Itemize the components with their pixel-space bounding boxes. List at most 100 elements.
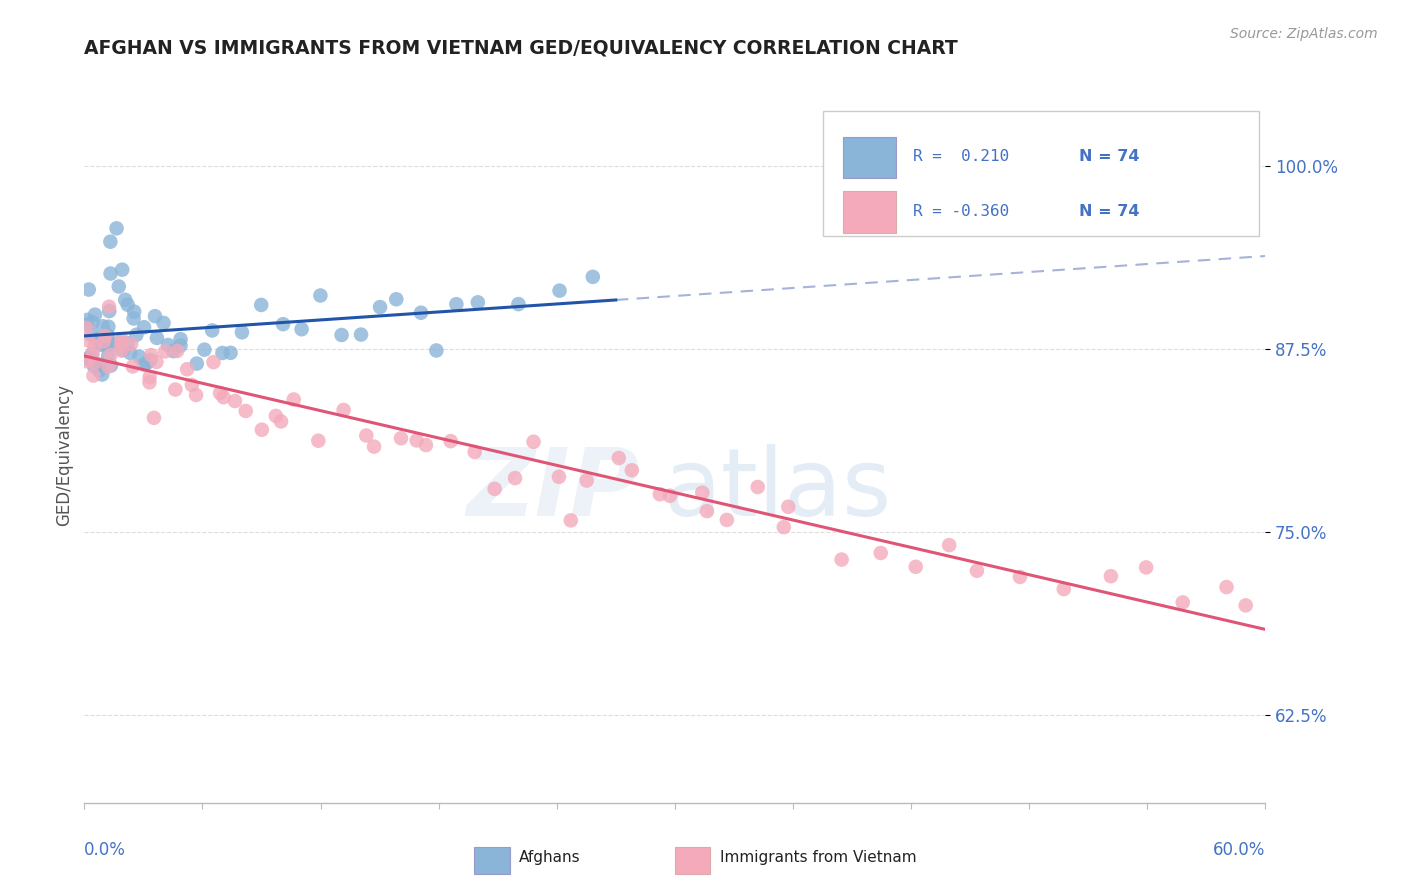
Point — [76, 318, 98, 332]
Point — [100, 359, 122, 373]
Point — [690, 485, 713, 500]
Point — [201, 323, 224, 337]
Point — [153, 344, 176, 359]
Point — [132, 320, 155, 334]
Point — [90, 336, 112, 351]
Point — [212, 390, 235, 404]
Point — [1053, 582, 1076, 596]
Text: ZIP: ZIP — [467, 443, 640, 536]
Point — [77, 334, 100, 348]
Point — [508, 297, 530, 311]
Point — [91, 368, 114, 382]
Point — [184, 388, 207, 402]
Point — [91, 333, 114, 347]
Point — [270, 414, 292, 428]
Point — [446, 297, 468, 311]
Point — [93, 334, 115, 349]
Point — [467, 295, 489, 310]
Point — [309, 288, 332, 302]
Point — [75, 321, 97, 335]
Point — [98, 300, 121, 314]
Point — [169, 332, 191, 346]
Point — [107, 279, 129, 293]
Point — [211, 346, 233, 360]
Point — [97, 328, 120, 343]
Text: 0.0%: 0.0% — [84, 841, 127, 859]
Point — [87, 364, 110, 378]
Point — [772, 520, 794, 534]
Point — [120, 337, 142, 351]
Point — [235, 404, 257, 418]
Point — [560, 513, 582, 527]
Point — [82, 368, 104, 383]
Point — [966, 564, 988, 578]
Point — [97, 349, 120, 363]
Point — [747, 480, 769, 494]
Point — [1171, 595, 1194, 609]
Point — [696, 504, 718, 518]
Point — [180, 378, 202, 392]
Point — [152, 316, 174, 330]
Point — [97, 334, 120, 348]
Point — [90, 338, 112, 352]
Point — [128, 350, 150, 364]
Point — [100, 348, 122, 362]
Point — [82, 347, 104, 361]
Point — [111, 262, 134, 277]
Point — [139, 353, 162, 368]
Point — [209, 386, 232, 401]
Point — [548, 470, 571, 484]
Point — [157, 338, 180, 352]
Point — [138, 370, 160, 384]
Point — [716, 513, 738, 527]
Bar — [842, 191, 896, 233]
Point — [110, 333, 132, 347]
Point — [869, 546, 891, 560]
Point — [97, 319, 120, 334]
Point — [291, 322, 314, 336]
Point — [121, 359, 143, 374]
Point — [80, 328, 103, 343]
Point — [202, 355, 225, 369]
Point — [503, 471, 526, 485]
Point — [75, 354, 97, 368]
Point — [389, 431, 412, 445]
Point — [368, 300, 391, 314]
Point — [405, 434, 427, 448]
Point — [108, 335, 131, 350]
Point — [89, 358, 111, 372]
Point — [76, 313, 98, 327]
Point — [363, 440, 385, 454]
Point — [522, 434, 544, 449]
Point — [91, 319, 114, 334]
Point — [143, 309, 166, 323]
Point — [114, 293, 136, 307]
Point — [440, 434, 463, 449]
Text: Immigrants from Vietnam: Immigrants from Vietnam — [720, 850, 917, 865]
Point — [125, 327, 148, 342]
Point — [607, 450, 630, 465]
Bar — [675, 847, 710, 874]
Point — [831, 552, 853, 566]
Point — [111, 343, 134, 358]
Text: N = 74: N = 74 — [1078, 149, 1139, 164]
Point — [307, 434, 329, 448]
Point — [111, 343, 134, 357]
Point — [176, 362, 198, 376]
Point — [169, 338, 191, 352]
Point — [135, 356, 157, 370]
Bar — [474, 847, 509, 874]
Text: 60.0%: 60.0% — [1213, 841, 1265, 859]
Point — [582, 269, 605, 284]
Point — [93, 333, 115, 347]
Point — [80, 348, 103, 362]
Point — [271, 317, 294, 331]
Text: Afghans: Afghans — [519, 850, 581, 865]
Point — [575, 474, 598, 488]
Point — [904, 559, 927, 574]
Point — [1215, 580, 1237, 594]
Point — [146, 331, 169, 345]
Point — [77, 283, 100, 297]
Point — [94, 329, 117, 343]
Point — [330, 328, 353, 343]
